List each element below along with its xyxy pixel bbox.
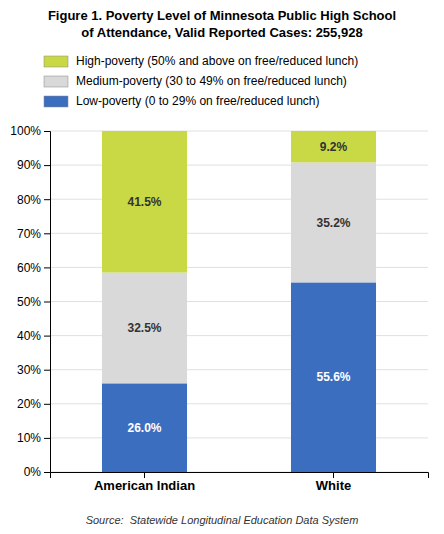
data-label: 55.6%: [316, 370, 350, 384]
data-labels: 26.0% 55.6% 32.5% 35.2% 41.5% 9.2%: [127, 140, 350, 435]
tick-label: 100%: [10, 124, 41, 138]
y-tick: 20%: [17, 397, 50, 411]
axis-domain: [51, 473, 429, 479]
tick-mark: [44, 336, 50, 337]
y-tick: 100%: [10, 124, 50, 138]
legend-swatch: [44, 76, 68, 87]
bar-segment: [102, 131, 187, 273]
y-tick: 80%: [17, 193, 50, 207]
tick-label: White: [316, 478, 351, 493]
tick-label: 10%: [17, 431, 41, 445]
tick-label: 50%: [17, 295, 41, 309]
tick-mark: [44, 472, 50, 473]
tick-label: 60%: [17, 261, 41, 275]
y-tick: 70%: [17, 227, 50, 241]
y-tick: 0%: [24, 465, 50, 479]
tick-mark: [44, 131, 50, 132]
data-label: 9.2%: [320, 140, 348, 154]
bar-segment: [291, 282, 376, 472]
tick-label: 70%: [17, 227, 41, 241]
x-tick: White: [316, 472, 351, 493]
title: Figure 1. Poverty Level of Minnesota Pub…: [48, 8, 396, 23]
tick-mark: [44, 370, 50, 371]
data-label: 26.0%: [127, 421, 161, 435]
legend-swatch: [44, 96, 68, 107]
data-label: 35.2%: [316, 216, 350, 230]
plot: 26.0% 55.6% 32.5% 35.2% 41.5% 9.2% 0% 10% 20% 30%…: [10, 124, 428, 493]
y-tick: 50%: [17, 295, 50, 309]
legend-label: Medium-poverty (30 to 49% on free/reduce…: [76, 74, 347, 88]
tick-mark: [144, 472, 145, 478]
bar-segment: [102, 273, 187, 384]
tick-mark: [44, 199, 50, 200]
tick-mark: [44, 233, 50, 234]
tick-mark: [44, 165, 50, 166]
bar-segment: [102, 383, 187, 472]
annotation: Source: Statewide Longitudinal Education…: [86, 514, 359, 526]
x-axis: American Indian White: [51, 472, 429, 493]
data-label: 32.5%: [127, 321, 161, 335]
tick-label: 90%: [17, 158, 41, 172]
subtitle: of Attendance, Valid Reported Cases: 255…: [81, 25, 362, 40]
y-axis: 0% 10% 20% 30% 40% 50% 60% 70% 80% 90% 100%: [10, 124, 50, 479]
bar-segment: [291, 131, 376, 162]
tick-label: 40%: [17, 329, 41, 343]
tick-label: 80%: [17, 193, 41, 207]
tick-mark: [44, 404, 50, 405]
tick-mark: [44, 302, 50, 303]
y-tick: 10%: [17, 431, 50, 445]
y-tick: 60%: [17, 261, 50, 275]
y-tick: 30%: [17, 363, 50, 377]
bar-segment: [291, 162, 376, 282]
grid: [50, 131, 428, 472]
data-label: 41.5%: [127, 195, 161, 209]
tick-mark: [333, 472, 334, 478]
tick-label: 30%: [17, 363, 41, 377]
tick-label: 0%: [24, 465, 42, 479]
tick-mark: [44, 438, 50, 439]
chart: Figure 1. Poverty Level of Minnesota Pub…: [0, 0, 444, 534]
legend-label: Low-poverty (0 to 29% on free/reduced lu…: [76, 94, 319, 108]
legend-swatch: [44, 56, 68, 67]
y-tick: 40%: [17, 329, 50, 343]
bars: [102, 131, 376, 472]
x-tick: American Indian: [94, 472, 195, 493]
tick-label: American Indian: [94, 478, 195, 493]
legend-label: High-poverty (50% and above on free/redu…: [76, 54, 358, 68]
tick-mark: [44, 267, 50, 268]
tick-label: 20%: [17, 397, 41, 411]
y-tick: 90%: [17, 158, 50, 172]
legend: High-poverty (50% and above on free/redu…: [44, 54, 358, 108]
axis-domain: [44, 132, 51, 473]
